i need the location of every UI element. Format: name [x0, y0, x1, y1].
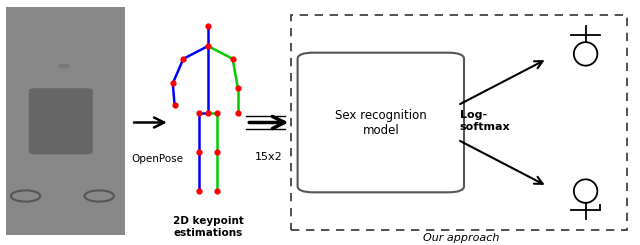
- Text: OpenPose: OpenPose: [131, 154, 183, 164]
- Text: 2D keypoint
estimations: 2D keypoint estimations: [173, 216, 243, 238]
- Circle shape: [58, 64, 70, 68]
- Ellipse shape: [574, 179, 597, 203]
- Ellipse shape: [574, 42, 597, 66]
- Bar: [291, 15, 627, 230]
- Text: Log-
softmax: Log- softmax: [460, 110, 510, 132]
- Bar: [6, 7, 125, 235]
- FancyBboxPatch shape: [298, 53, 464, 192]
- FancyBboxPatch shape: [29, 88, 93, 154]
- Text: Our approach: Our approach: [422, 233, 499, 243]
- Text: Sex recognition
model: Sex recognition model: [335, 109, 427, 136]
- Text: 15x2: 15x2: [255, 152, 283, 162]
